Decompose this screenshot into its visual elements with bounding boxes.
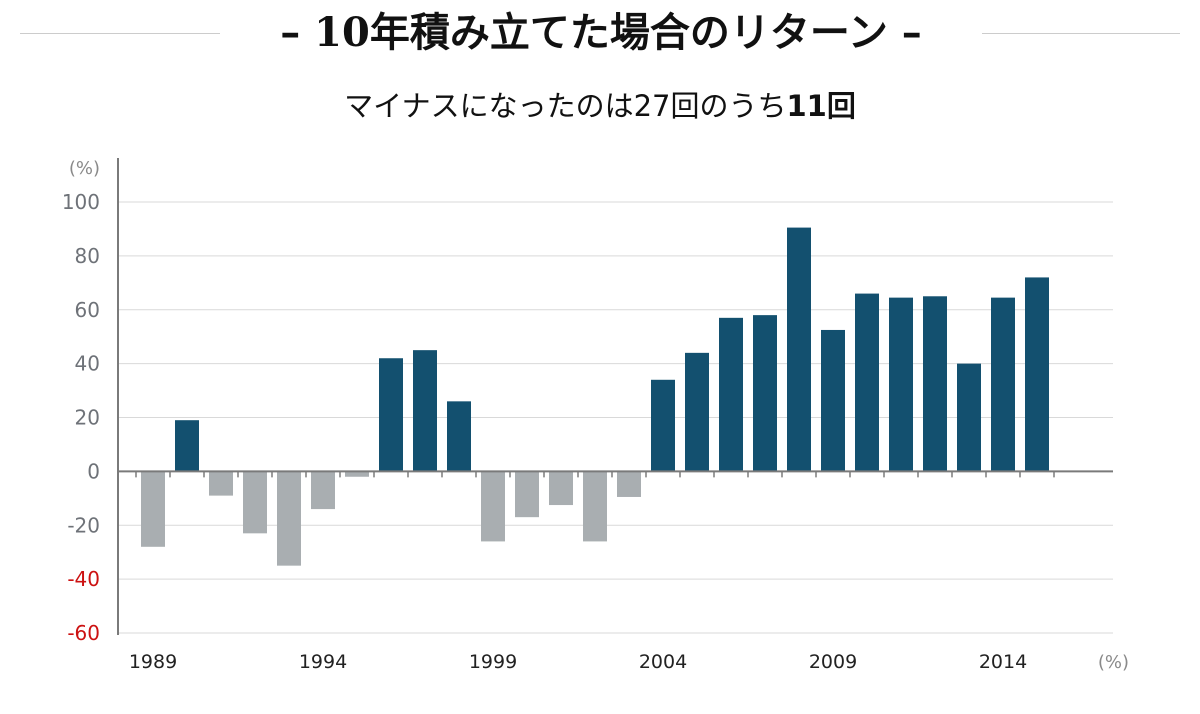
y-tick-label: 80 xyxy=(75,244,100,268)
bar xyxy=(209,471,233,496)
bar xyxy=(379,358,403,472)
x-tick-label: 2004 xyxy=(639,651,687,673)
subtitle-prefix: マイナスになったのは27回のうち xyxy=(344,89,787,123)
bar xyxy=(549,471,573,506)
x-tick-label: 1994 xyxy=(299,651,347,673)
title-rule-right xyxy=(982,33,1180,34)
bar xyxy=(447,401,471,472)
bar xyxy=(685,352,709,472)
y-tick-label: -40 xyxy=(67,567,100,591)
bar xyxy=(991,297,1015,472)
bar xyxy=(1025,277,1049,472)
y-tick-label: -20 xyxy=(67,513,100,537)
bar xyxy=(787,227,811,472)
bar xyxy=(515,471,539,518)
x-tick-label: 2014 xyxy=(979,651,1027,673)
title-dash-right: – xyxy=(901,9,922,56)
bar xyxy=(753,315,777,472)
bar xyxy=(583,471,607,542)
bar xyxy=(311,471,335,510)
bar xyxy=(141,471,165,547)
bar xyxy=(855,293,879,472)
bar xyxy=(821,329,845,472)
chart-title: – 10年積み立てた場合のリターン – xyxy=(220,0,982,66)
bar xyxy=(923,296,947,472)
bar xyxy=(175,420,199,472)
x-axis-unit-label: (%) xyxy=(1098,652,1129,673)
title-dash-left: – xyxy=(280,9,301,56)
x-tick-label: 1999 xyxy=(469,651,517,673)
y-tick-label: -60 xyxy=(67,621,100,645)
y-tick-label: 100 xyxy=(62,190,100,214)
bar xyxy=(651,379,675,472)
y-axis-unit-label: (%) xyxy=(69,158,100,179)
bar xyxy=(719,317,743,472)
bar xyxy=(957,363,981,472)
bar xyxy=(413,350,437,472)
subtitle-emphasis: 11回 xyxy=(786,89,856,123)
y-tick-label: 0 xyxy=(87,459,100,483)
bar xyxy=(277,471,301,566)
title-text: 10年積み立てた場合のリターン xyxy=(314,9,888,56)
y-tick-label: 20 xyxy=(75,406,100,430)
x-tick-label: 2009 xyxy=(809,651,857,673)
title-rule-left xyxy=(20,33,220,34)
bar xyxy=(345,471,369,477)
bar xyxy=(243,471,267,534)
bar xyxy=(889,297,913,472)
chart-title-block: – 10年積み立てた場合のリターン – xyxy=(0,0,1200,70)
y-tick-label: 40 xyxy=(75,352,100,376)
y-tick-label: 60 xyxy=(75,298,100,322)
bar xyxy=(617,471,641,497)
x-tick-label: 1989 xyxy=(129,651,177,673)
bar xyxy=(481,471,505,542)
chart-subtitle: マイナスになったのは27回のうち11回 xyxy=(0,84,1200,128)
